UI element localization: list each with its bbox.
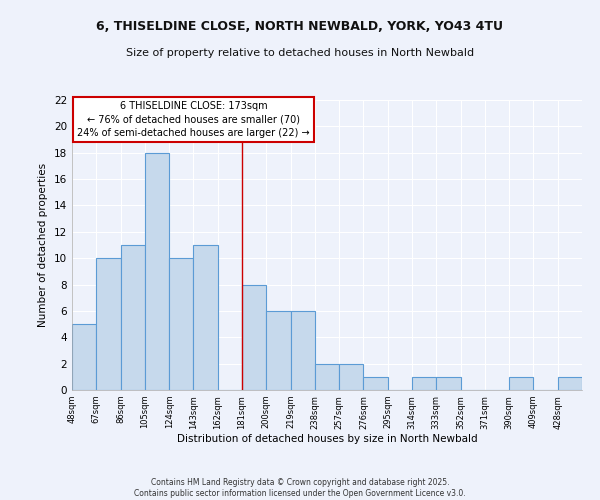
Bar [145,152,169,390]
Text: Contains HM Land Registry data © Crown copyright and database right 2025.
Contai: Contains HM Land Registry data © Crown c… [134,478,466,498]
Bar [509,377,533,390]
Text: 6 THISELDINE CLOSE: 173sqm
← 76% of detached houses are smaller (70)
24% of semi: 6 THISELDINE CLOSE: 173sqm ← 76% of deta… [77,102,310,138]
Bar [315,364,339,390]
Bar [558,377,582,390]
Bar [436,377,461,390]
X-axis label: Distribution of detached houses by size in North Newbald: Distribution of detached houses by size … [176,434,478,444]
Y-axis label: Number of detached properties: Number of detached properties [38,163,49,327]
Text: 6, THISELDINE CLOSE, NORTH NEWBALD, YORK, YO43 4TU: 6, THISELDINE CLOSE, NORTH NEWBALD, YORK… [97,20,503,33]
Bar [412,377,436,390]
Text: Size of property relative to detached houses in North Newbald: Size of property relative to detached ho… [126,48,474,58]
Bar [242,284,266,390]
Bar [290,311,315,390]
Bar [121,245,145,390]
Bar [364,377,388,390]
Bar [96,258,121,390]
Bar [169,258,193,390]
Bar [266,311,290,390]
Bar [339,364,364,390]
Bar [72,324,96,390]
Bar [193,245,218,390]
